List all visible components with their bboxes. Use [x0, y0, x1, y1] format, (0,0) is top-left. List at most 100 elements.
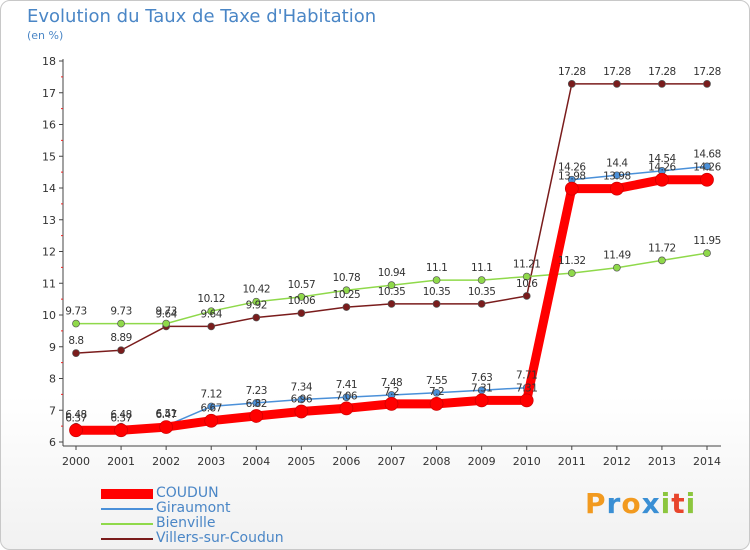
data-label: 8.8	[68, 335, 83, 347]
data-point	[567, 269, 576, 277]
x-tick-label: 2009	[468, 455, 496, 468]
data-label: 11.49	[603, 250, 631, 262]
data-label: 10.6	[516, 278, 538, 290]
data-point	[342, 286, 351, 295]
data-point	[477, 300, 486, 308]
data-label: 13.98	[558, 171, 586, 183]
data-label: 9.64	[155, 308, 177, 320]
data-label: 10.94	[378, 267, 406, 279]
data-label: 14.54	[648, 153, 676, 165]
data-point	[297, 395, 306, 404]
data-label: 11.32	[558, 255, 586, 267]
data-point	[162, 319, 170, 328]
y-tick-label: 17	[42, 87, 56, 100]
data-point	[432, 388, 441, 397]
x-tick-label: 2014	[693, 455, 721, 468]
data-label: 10.78	[333, 272, 361, 284]
legend-swatch	[101, 538, 153, 540]
data-point	[477, 276, 486, 284]
data-label: 9.64	[201, 308, 223, 320]
data-point	[384, 397, 399, 411]
data-point	[297, 309, 306, 317]
logo-letter: t	[671, 487, 686, 520]
data-point	[342, 303, 351, 311]
logo-letter: i	[660, 487, 672, 520]
data-label: 11.72	[648, 242, 676, 254]
x-tick-label: 2004	[242, 455, 270, 468]
x-tick-label: 2013	[648, 455, 676, 468]
data-point	[432, 276, 441, 284]
data-label: 11.1	[426, 262, 447, 274]
logo-letter: r	[606, 487, 622, 520]
data-label: 17.28	[603, 66, 631, 78]
data-label: 7.31	[471, 382, 492, 394]
data-label: 6.37	[65, 412, 86, 424]
data-label: 10.57	[288, 279, 316, 291]
data-point	[117, 319, 125, 328]
data-label: 17.28	[558, 66, 586, 78]
y-tick-label: 12	[42, 246, 56, 259]
data-label: 7.2	[384, 386, 399, 398]
x-tick-label: 2006	[332, 455, 360, 468]
data-point	[613, 80, 621, 88]
data-label: 17.28	[693, 66, 721, 78]
data-point	[432, 300, 441, 308]
data-point	[658, 256, 666, 265]
legend-label: Villers-sur-Coudun	[156, 530, 284, 546]
data-point	[613, 171, 621, 180]
data-label: 17.28	[648, 66, 676, 78]
data-point	[387, 300, 396, 308]
legend-swatch	[101, 489, 153, 499]
legend-label: COUDUN	[156, 485, 219, 501]
data-point	[159, 420, 173, 434]
data-label: 6.47	[155, 409, 176, 421]
data-label: 6.67	[201, 403, 222, 415]
data-point	[204, 413, 219, 428]
legend-swatch	[101, 508, 153, 510]
data-point	[474, 393, 489, 408]
data-label: 11.1	[471, 262, 492, 274]
legend-swatch	[101, 523, 153, 525]
data-point	[69, 423, 83, 438]
data-point	[252, 313, 261, 322]
data-label: 9.73	[65, 306, 86, 318]
data-label: 6.48	[110, 409, 131, 421]
data-point	[564, 181, 579, 196]
data-point	[658, 80, 666, 88]
data-label: 9.73	[155, 306, 176, 318]
data-point	[387, 281, 396, 290]
legend-label: Giraumont	[156, 500, 231, 516]
data-label: 8.89	[110, 332, 131, 344]
data-label: 6.51	[155, 408, 176, 420]
data-point	[655, 172, 669, 187]
data-label: 14.68	[693, 148, 721, 160]
y-tick-label: 6	[49, 436, 56, 449]
y-tick-label: 10	[42, 309, 56, 322]
y-tick-label: 18	[42, 55, 56, 68]
y-tick-label: 13	[42, 214, 56, 227]
data-label: 7.48	[381, 377, 402, 389]
data-point	[519, 393, 534, 408]
data-label: 7.12	[201, 388, 222, 400]
data-label: 10.35	[378, 286, 406, 298]
data-point	[522, 272, 531, 281]
data-label: 11.21	[513, 259, 541, 271]
data-label: 7.55	[426, 375, 447, 387]
data-point	[117, 346, 125, 355]
data-point	[207, 307, 216, 316]
data-label: 6.82	[246, 398, 267, 410]
x-tick-label: 2010	[513, 455, 541, 468]
x-tick-label: 2005	[287, 455, 315, 468]
data-point	[114, 423, 128, 438]
y-tick-label: 11	[42, 277, 56, 290]
data-label: 7.31	[516, 382, 537, 394]
data-point	[294, 404, 309, 419]
logo-letter: P	[585, 487, 607, 520]
data-label: 10.06	[288, 295, 316, 307]
x-tick-label: 2001	[107, 455, 135, 468]
data-label: 7.06	[336, 390, 358, 402]
data-label: 13.98	[603, 171, 631, 183]
y-tick-label: 8	[49, 373, 56, 386]
